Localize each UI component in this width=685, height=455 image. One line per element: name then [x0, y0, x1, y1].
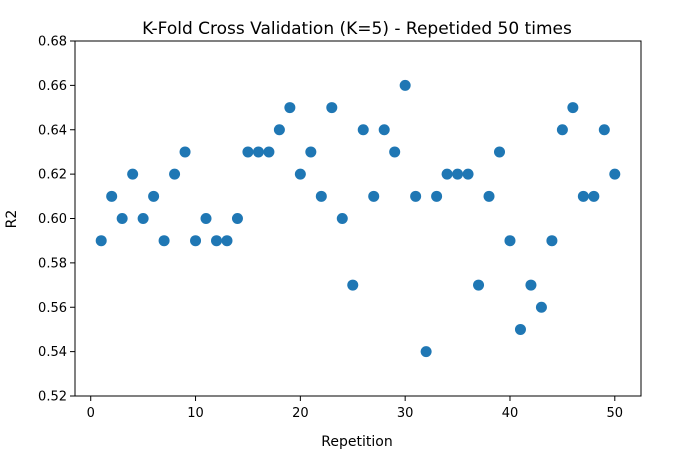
data-point: [378, 124, 390, 136]
y-tick-label: 0.58: [38, 256, 67, 271]
x-tick-label: 20: [292, 406, 309, 421]
data-point: [347, 279, 359, 291]
data-point: [567, 102, 579, 114]
data-points: [95, 79, 621, 358]
x-tick-label: 50: [607, 406, 624, 421]
x-axis-label: Repetition: [321, 434, 392, 450]
y-tick-label: 0.66: [38, 79, 67, 94]
data-point: [137, 213, 149, 224]
y-tick-label: 0.56: [38, 301, 67, 316]
data-point: [504, 235, 516, 247]
data-point: [294, 168, 306, 180]
data-point: [263, 146, 275, 158]
data-point: [399, 79, 411, 91]
data-point: [556, 124, 568, 136]
data-point: [588, 190, 600, 202]
data-point: [357, 124, 369, 136]
data-point: [252, 146, 264, 158]
data-point: [441, 168, 453, 180]
data-point: [273, 124, 285, 136]
data-point: [95, 235, 107, 247]
data-point: [284, 102, 296, 114]
data-point: [598, 124, 610, 136]
data-point: [410, 190, 422, 202]
chart-title: K-Fold Cross Validation (K=5) - Repetide…: [142, 19, 572, 39]
data-point: [452, 168, 464, 180]
data-point: [106, 190, 118, 202]
data-point: [326, 102, 338, 114]
data-point: [200, 213, 212, 224]
x-tick-label: 10: [187, 406, 204, 421]
data-point: [190, 235, 202, 247]
data-point: [116, 213, 128, 224]
data-point: [462, 168, 474, 180]
data-point: [158, 235, 170, 247]
data-point: [514, 323, 526, 335]
data-point: [494, 146, 505, 158]
data-point: [336, 213, 348, 224]
x-tick-label: 0: [87, 406, 95, 421]
y-tick-label: 0.68: [38, 35, 67, 50]
data-point: [179, 146, 191, 158]
x-tick-label: 30: [397, 406, 414, 421]
plot-area-frame: [74, 40, 642, 397]
y-tick-label: 0.62: [38, 168, 67, 183]
data-point: [368, 190, 380, 202]
data-point: [242, 146, 254, 158]
data-point: [231, 213, 243, 224]
axis-ticks: 0 10 20 30 40 50 0.52 0.54 0.56 0.58 0.60 0.62 0.64 0…: [38, 35, 623, 422]
y-tick-label: 0.52: [38, 390, 67, 405]
data-point: [389, 146, 401, 158]
data-point: [305, 146, 317, 158]
y-tick-label: 0.60: [38, 212, 67, 227]
data-point: [535, 301, 547, 313]
data-point: [525, 279, 537, 291]
y-tick-label: 0.54: [38, 345, 67, 360]
data-point: [483, 190, 495, 202]
data-point: [473, 279, 485, 291]
data-point: [221, 235, 233, 247]
y-axis-label: R2: [4, 210, 20, 229]
data-point: [577, 190, 589, 202]
data-point: [609, 168, 621, 180]
x-tick-label: 40: [502, 406, 519, 421]
data-point: [420, 346, 432, 358]
data-point: [315, 190, 327, 202]
data-point: [169, 168, 181, 180]
data-point: [148, 190, 160, 202]
data-point: [546, 235, 558, 247]
data-point: [431, 190, 443, 202]
y-tick-label: 0.64: [38, 123, 67, 138]
data-point: [127, 168, 139, 180]
data-point: [211, 235, 222, 247]
